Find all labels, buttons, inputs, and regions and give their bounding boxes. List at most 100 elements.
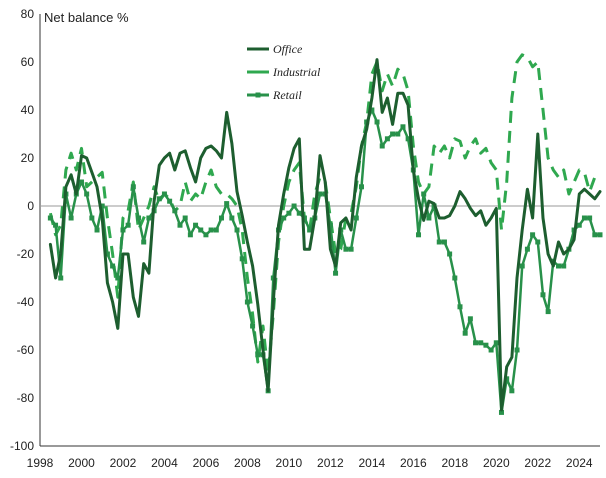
point-retail <box>146 215 152 221</box>
y-tick-label: 60 <box>21 55 35 69</box>
point-retail <box>436 239 442 245</box>
point-retail <box>218 215 224 221</box>
point-retail <box>172 208 178 214</box>
point-retail <box>167 198 173 204</box>
point-retail <box>483 342 489 348</box>
point-retail <box>530 232 536 238</box>
point-retail <box>441 239 447 245</box>
point-retail <box>545 309 551 315</box>
point-retail <box>524 246 530 252</box>
y-tick-label: 20 <box>21 151 35 165</box>
legend-label-industrial: Industrial <box>272 65 321 79</box>
point-retail <box>161 191 167 197</box>
point-retail <box>353 215 359 221</box>
x-tick-label: 2020 <box>483 456 510 470</box>
point-retail <box>452 275 458 281</box>
point-retail <box>177 222 183 228</box>
y-tick-label: -80 <box>17 391 35 405</box>
point-retail <box>110 263 116 269</box>
point-retail <box>358 184 364 190</box>
point-retail <box>587 215 593 221</box>
point-retail <box>281 215 287 221</box>
point-retail <box>597 232 603 238</box>
point-retail <box>400 124 406 130</box>
x-tick-label: 2012 <box>317 456 344 470</box>
point-retail <box>130 184 136 190</box>
point-retail <box>89 215 95 221</box>
point-retail <box>327 222 333 228</box>
legend: Office Industrial Retail <box>247 42 321 102</box>
point-retail <box>576 222 582 228</box>
point-retail <box>426 215 432 221</box>
point-retail <box>229 215 235 221</box>
x-tick-label: 2016 <box>400 456 427 470</box>
point-retail <box>58 275 64 281</box>
point-retail <box>509 388 515 394</box>
point-retail <box>333 270 339 276</box>
point-retail <box>208 227 214 233</box>
point-retail <box>457 304 463 310</box>
point-retail <box>581 215 587 221</box>
point-retail <box>488 347 494 353</box>
point-retail <box>141 239 147 245</box>
axis-frame <box>39 14 600 447</box>
point-retail <box>286 210 292 216</box>
point-retail <box>270 275 276 281</box>
point-retail <box>182 215 188 221</box>
point-retail <box>592 232 598 238</box>
point-retail <box>193 222 199 228</box>
point-retail <box>239 256 245 262</box>
x-tick-label: 2022 <box>524 456 551 470</box>
point-retail <box>421 191 427 197</box>
series-line-office <box>48 58 602 412</box>
point-retail <box>498 409 504 415</box>
point-retail <box>99 203 105 209</box>
legend-marker-retail <box>255 92 261 98</box>
point-retail <box>447 251 453 257</box>
point-retail <box>115 275 121 281</box>
series-lines <box>47 53 603 415</box>
x-tick-label: 2002 <box>110 456 137 470</box>
point-retail <box>136 215 142 221</box>
point-retail <box>213 227 219 233</box>
point-retail <box>462 330 468 336</box>
point-retail <box>405 136 411 142</box>
point-retail <box>369 107 375 113</box>
point-retail <box>374 119 380 125</box>
x-tick-label: 1998 <box>27 456 54 470</box>
point-retail <box>120 227 126 233</box>
x-tick-label: 2008 <box>234 456 261 470</box>
x-tick-label: 2024 <box>566 456 593 470</box>
y-axis-label: Net balance % <box>44 10 129 25</box>
point-retail <box>535 239 541 245</box>
point-retail <box>68 215 74 221</box>
point-retail <box>84 191 90 197</box>
point-retail <box>255 352 261 358</box>
point-retail <box>291 203 297 209</box>
point-retail <box>556 263 562 269</box>
x-tick-label: 2014 <box>359 456 386 470</box>
point-retail <box>244 299 250 305</box>
point-retail <box>94 227 100 233</box>
y-tick-label: 0 <box>27 199 34 213</box>
point-retail <box>125 222 131 228</box>
x-tick-label: 2010 <box>276 456 303 470</box>
x-tick-label: 2018 <box>441 456 468 470</box>
y-tick-labels: 80 60 40 20 0 -20 -40 -60 -80 -100 <box>10 7 34 453</box>
point-retail <box>187 232 193 238</box>
point-retail <box>493 340 499 346</box>
point-retail <box>250 323 256 329</box>
point-retail <box>384 136 390 142</box>
point-retail <box>104 251 110 257</box>
y-tick-label: -40 <box>17 295 35 309</box>
y-tick-label: -20 <box>17 247 35 261</box>
point-retail <box>540 292 546 298</box>
point-retail <box>467 316 473 322</box>
x-tick-labels: 1998 2000 2002 2004 2006 2008 2010 2012 2014 2016… <box>27 456 593 470</box>
point-retail <box>478 340 484 346</box>
point-retail <box>514 347 520 353</box>
point-retail <box>348 246 354 252</box>
y-tick-label: 80 <box>21 7 35 21</box>
point-retail <box>390 131 396 137</box>
